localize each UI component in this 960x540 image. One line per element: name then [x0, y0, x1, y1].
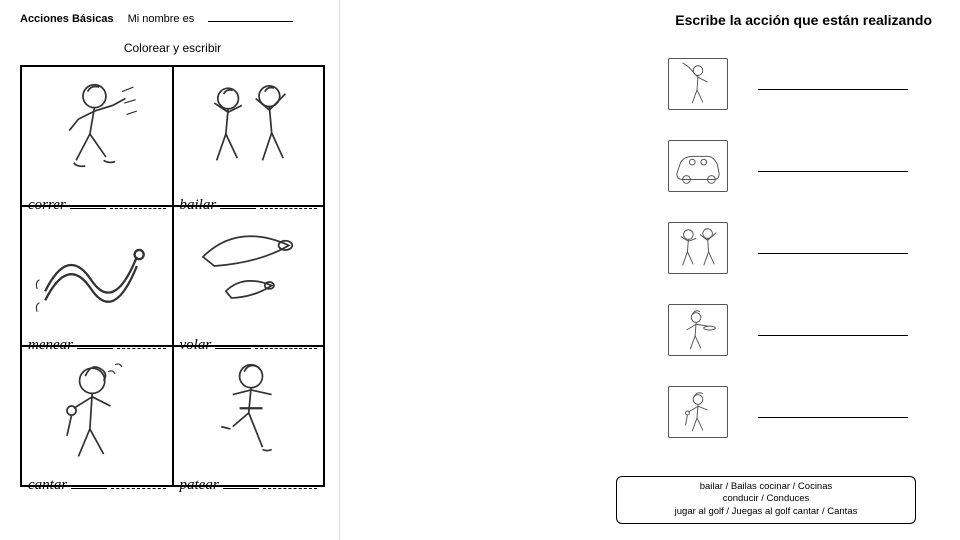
left-panel: Acciones Básicas Mi nombre es Colorear y… — [0, 0, 340, 540]
patear-illustration — [180, 351, 318, 477]
thumb-sing — [668, 386, 728, 438]
wordbank-line2: conducir / Conduces — [623, 493, 909, 506]
trace-line[interactable] — [263, 479, 317, 489]
worksheet-page: Acciones Básicas Mi nombre es Colorear y… — [0, 0, 960, 540]
cell-correr: correr — [21, 66, 173, 206]
write-line[interactable] — [223, 479, 259, 489]
cell-menear: menear — [21, 206, 173, 346]
verb-label: patear — [180, 477, 219, 494]
cell-bailar: bailar — [173, 66, 325, 206]
thumb-dance — [668, 222, 728, 274]
worksheet-title: Acciones Básicas — [20, 13, 114, 25]
answer-items — [340, 58, 936, 438]
cell-label-row: patear — [180, 477, 318, 494]
menear-illustration — [28, 211, 166, 337]
item-drive — [668, 140, 908, 192]
word-bank: bailar / Bailas cocinar / Cocinas conduc… — [616, 476, 916, 524]
item-sing — [668, 386, 908, 438]
volar-illustration — [180, 211, 318, 337]
item-cook — [668, 304, 908, 356]
answer-line[interactable] — [758, 406, 908, 418]
name-prompt: Mi nombre es — [128, 13, 195, 25]
cell-cantar: cantar — [21, 346, 173, 486]
answer-line[interactable] — [758, 242, 908, 254]
cantar-illustration — [28, 351, 166, 477]
answer-line[interactable] — [758, 78, 908, 90]
wordbank-line3: jugar al golf / Juegas al golf cantar / … — [623, 506, 909, 519]
answer-line[interactable] — [758, 324, 908, 336]
wordbank-line1: bailar / Bailas cocinar / Cocinas — [623, 481, 909, 494]
cell-patear: patear — [173, 346, 325, 486]
item-golf — [668, 58, 908, 110]
name-input-line[interactable] — [208, 10, 293, 22]
write-line[interactable] — [71, 479, 107, 489]
subheading: Colorear y escribir — [20, 41, 325, 55]
thumb-drive — [668, 140, 728, 192]
cell-volar: volar — [173, 206, 325, 346]
item-dance — [668, 222, 908, 274]
verb-label: cantar — [28, 477, 67, 494]
cell-label-row: cantar — [28, 477, 166, 494]
instruction-text: Escribe la acción que están realizando — [340, 12, 936, 28]
activity-grid: correr — [20, 65, 325, 487]
answer-line[interactable] — [758, 160, 908, 172]
thumb-cook — [668, 304, 728, 356]
right-panel: Escribe la acción que están realizando — [340, 0, 960, 540]
correr-illustration — [28, 71, 166, 197]
bailar-illustration — [180, 71, 318, 197]
trace-line[interactable] — [111, 479, 165, 489]
thumb-golf — [668, 58, 728, 110]
header-row: Acciones Básicas Mi nombre es — [20, 10, 325, 25]
